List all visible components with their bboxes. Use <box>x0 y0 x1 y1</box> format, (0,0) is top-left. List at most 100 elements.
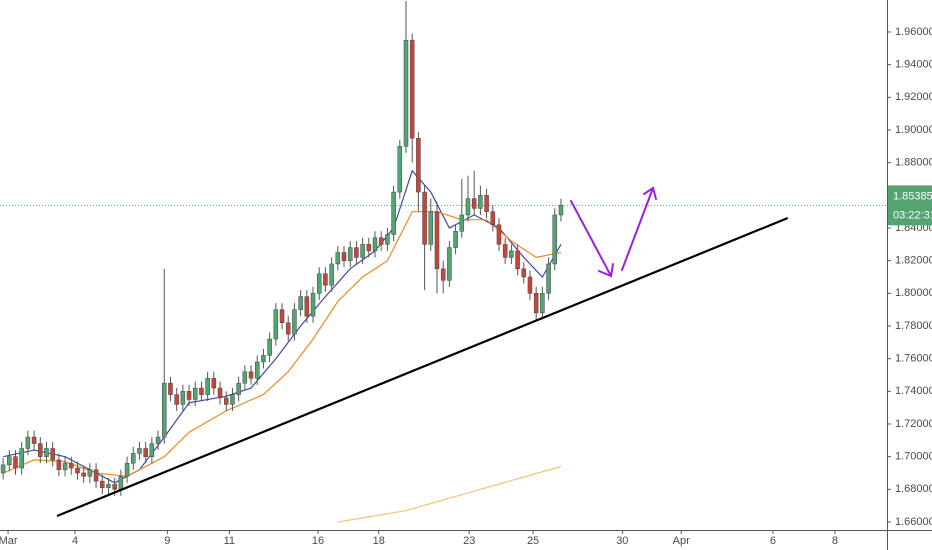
candle-body <box>440 268 446 281</box>
x-tick-label: 25 <box>527 535 539 547</box>
candle-body <box>490 211 496 225</box>
candle-body <box>540 293 545 314</box>
candle-body <box>459 214 465 232</box>
candle-body <box>44 448 49 457</box>
candle-body <box>75 467 80 474</box>
candle-body <box>31 436 37 444</box>
candle-body <box>366 244 372 252</box>
candle-body <box>192 387 198 400</box>
candle-body <box>422 191 427 245</box>
candle-body <box>0 464 6 474</box>
candle-body <box>217 387 223 399</box>
x-tick-label: Mar <box>0 535 18 547</box>
x-tick-label: 4 <box>72 535 78 547</box>
candle-body <box>285 322 291 335</box>
candle-body <box>155 436 161 444</box>
x-tick-label: 8 <box>832 535 838 547</box>
candle-body <box>360 244 365 258</box>
candle-body <box>521 268 527 278</box>
candle-body <box>261 355 266 363</box>
moving-average <box>2 211 562 477</box>
candle-body <box>304 296 310 317</box>
x-tick-label: 30 <box>616 535 628 547</box>
candle-body <box>292 309 297 335</box>
candle-body <box>267 338 272 356</box>
candle-body <box>7 456 12 466</box>
candle-body <box>13 456 18 469</box>
candle-body <box>131 453 136 464</box>
candle-body <box>471 198 477 209</box>
candle-body <box>149 443 155 457</box>
candle-body <box>341 252 347 261</box>
y-tick-label: 1.96000 <box>895 26 932 38</box>
candle-body <box>527 276 533 294</box>
y-tick-label: 1.70000 <box>895 451 932 463</box>
candle-body <box>378 237 384 245</box>
x-tick-label: 11 <box>224 535 235 547</box>
candle-body <box>347 247 353 261</box>
candle-body <box>496 224 502 245</box>
candle-body <box>484 195 489 212</box>
candle-body <box>50 448 55 461</box>
candle-body <box>93 469 99 482</box>
candle-body <box>137 448 142 454</box>
candle-body <box>118 476 124 490</box>
arrow-down-head <box>598 263 614 278</box>
x-tick-label: 16 <box>312 535 324 547</box>
candle-body <box>230 394 235 405</box>
trend-line <box>56 216 789 518</box>
candle-body <box>87 469 93 477</box>
candle-body <box>273 309 279 340</box>
candle-body <box>533 293 539 314</box>
axes: 1.66000 1.68000 1.70000 1.72000 1.74000 1.760… <box>0 26 932 547</box>
candle-body <box>38 443 43 457</box>
x-tick-label: 6 <box>770 535 776 547</box>
candle-body <box>509 250 514 258</box>
candle-body <box>69 462 74 469</box>
y-tick-label: 1.78000 <box>895 320 932 332</box>
candle-body <box>385 234 390 245</box>
candle-body <box>515 250 520 270</box>
candle-body <box>316 273 322 294</box>
candle-body <box>186 391 192 400</box>
candle-body <box>124 462 130 477</box>
candle-body <box>323 273 328 286</box>
candle-body <box>397 146 403 193</box>
candle-body <box>391 191 396 235</box>
plot <box>0 0 887 523</box>
arrow-up-head <box>643 186 657 200</box>
arrow-down <box>570 200 612 277</box>
y-tick-label: 1.92000 <box>895 91 932 103</box>
candle-body <box>335 252 341 265</box>
candle-body <box>205 378 210 395</box>
candle-body <box>180 391 186 405</box>
candle-body <box>354 247 359 258</box>
x-tick-label: 9 <box>164 535 170 547</box>
candle-body <box>100 480 105 488</box>
candle-body <box>372 237 378 252</box>
candle-body <box>403 39 409 147</box>
candle-body <box>143 448 148 457</box>
arrow-up <box>621 187 654 271</box>
candle-body <box>329 263 334 286</box>
candle-body <box>161 382 167 438</box>
candle-body <box>502 244 508 258</box>
candle-body <box>25 436 31 449</box>
candle-body <box>248 371 254 379</box>
candle-body <box>211 378 217 389</box>
x-tick-label: 23 <box>463 535 475 547</box>
candle-body <box>447 247 452 281</box>
y-tick-label: 1.88000 <box>895 157 932 169</box>
candle-body <box>453 231 458 248</box>
candle-body <box>106 484 111 488</box>
candle-body <box>434 211 440 270</box>
candle-body <box>428 211 434 245</box>
y-tick-label: 1.74000 <box>895 385 932 397</box>
candle-body <box>236 382 241 395</box>
x-tick-label: Apr <box>673 535 690 547</box>
last-price-label: 1.85385 <box>893 190 932 202</box>
y-tick-label: 1.80000 <box>895 287 932 299</box>
y-tick-label: 1.72000 <box>895 418 932 430</box>
